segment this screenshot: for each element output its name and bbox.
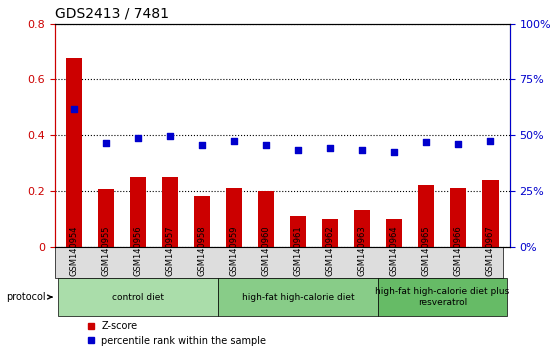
FancyBboxPatch shape: [58, 278, 218, 316]
Bar: [98, 189, 114, 246]
Point: [390, 149, 399, 155]
Point: [198, 142, 207, 148]
Text: GSM140961: GSM140961: [294, 226, 303, 276]
Text: GSM140959: GSM140959: [230, 226, 239, 276]
Point: [294, 147, 303, 152]
Bar: [290, 216, 306, 246]
Text: GSM140964: GSM140964: [390, 226, 399, 276]
Bar: [450, 188, 466, 246]
Bar: [66, 58, 83, 246]
Point: [358, 147, 367, 152]
Point: [422, 139, 431, 144]
Bar: [227, 188, 242, 246]
Legend: Z-score, percentile rank within the sample: Z-score, percentile rank within the samp…: [83, 317, 270, 350]
Bar: [323, 219, 339, 246]
FancyBboxPatch shape: [55, 246, 503, 278]
Text: GSM140960: GSM140960: [262, 226, 271, 276]
Bar: [131, 177, 146, 246]
Text: GSM140954: GSM140954: [70, 226, 79, 276]
Text: GSM140965: GSM140965: [422, 226, 431, 276]
FancyBboxPatch shape: [218, 278, 378, 316]
Text: GSM140967: GSM140967: [486, 226, 495, 276]
Point: [486, 138, 495, 143]
FancyBboxPatch shape: [378, 278, 507, 316]
Bar: [418, 185, 435, 246]
Point: [326, 145, 335, 151]
Text: high-fat high-calorie diet plus
resveratrol: high-fat high-calorie diet plus resverat…: [376, 287, 509, 307]
Point: [70, 107, 79, 112]
Point: [262, 142, 271, 148]
Bar: [194, 196, 210, 246]
Text: protocol: protocol: [7, 292, 52, 302]
Bar: [258, 191, 275, 246]
Point: [102, 140, 111, 145]
Text: control diet: control diet: [112, 292, 165, 302]
Text: high-fat high-calorie diet: high-fat high-calorie diet: [242, 292, 355, 302]
Bar: [162, 177, 179, 246]
Text: GDS2413 / 7481: GDS2413 / 7481: [55, 7, 169, 21]
Text: GSM140955: GSM140955: [102, 226, 111, 276]
Point: [134, 136, 143, 141]
Text: GSM140966: GSM140966: [454, 226, 463, 276]
Text: GSM140962: GSM140962: [326, 226, 335, 276]
Point: [166, 133, 175, 139]
Bar: [354, 210, 371, 246]
Text: GSM140963: GSM140963: [358, 226, 367, 276]
Point: [230, 138, 239, 143]
Bar: [483, 179, 498, 246]
Bar: [387, 219, 402, 246]
Point: [454, 141, 463, 147]
Text: GSM140958: GSM140958: [198, 226, 207, 276]
Text: GSM140957: GSM140957: [166, 226, 175, 276]
Text: GSM140956: GSM140956: [134, 226, 143, 276]
